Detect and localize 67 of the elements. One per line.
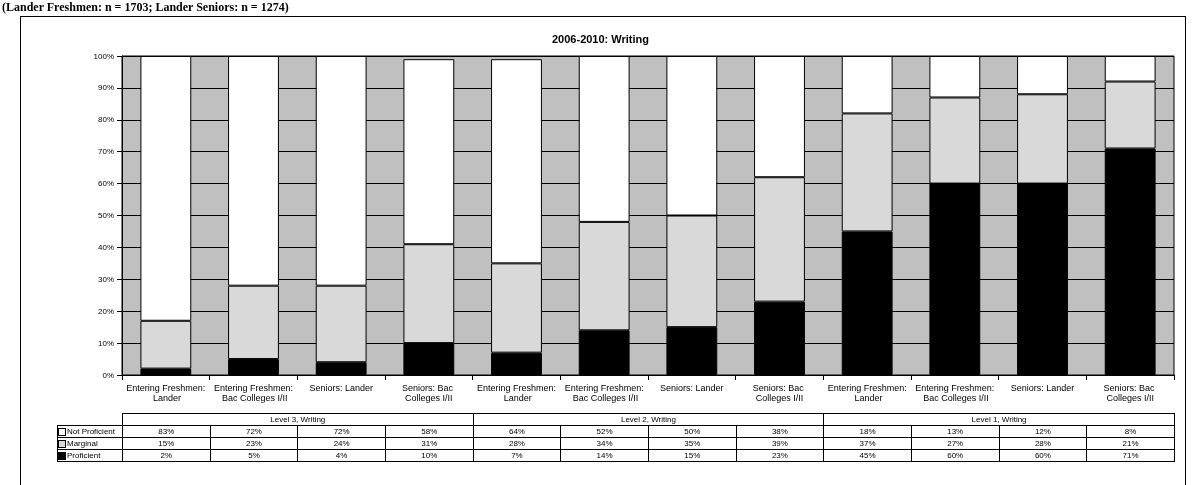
data-label: 58%: [385, 425, 474, 438]
data-label: 72%: [297, 425, 386, 438]
x-tick-label: Entering Freshmen: Lander: [126, 383, 206, 403]
x-tick-label: Seniors: Lander: [660, 383, 724, 393]
x-tick-label: Seniors: Bac Colleges I/II: [402, 383, 456, 403]
data-label: 15%: [122, 437, 211, 450]
data-label: 60%: [911, 449, 1000, 462]
data-label: 13%: [911, 425, 1000, 438]
data-label: 83%: [122, 425, 211, 438]
data-label: 24%: [297, 437, 386, 450]
data-label: 14%: [560, 449, 649, 462]
y-tick-label: 60%: [97, 179, 114, 189]
data-label: 35%: [648, 437, 737, 450]
chart-title: 2006-2010: Writing: [551, 32, 650, 45]
y-tick-label: 0%: [102, 370, 114, 380]
data-label: 72%: [210, 425, 298, 438]
data-label: 4%: [297, 449, 386, 462]
y-tick-label: 30%: [97, 274, 114, 284]
data-label: 50%: [648, 425, 737, 438]
data-label: 71%: [1086, 449, 1175, 462]
legend-label: Proficient: [57, 449, 123, 462]
data-label: 45%: [823, 449, 912, 462]
text: (Lander Freshmen: n = 1703; Lander Seniors: n = 1274): [2, 0, 289, 15]
data-label: 28%: [999, 437, 1087, 450]
x-tick-label: Seniors: Bac Colleges I/II: [752, 383, 807, 403]
y-tick-label: 40%: [97, 242, 114, 252]
text: Level 1, Writing: [823, 413, 1175, 426]
legend-label: Not Proficient: [57, 425, 123, 438]
data-label: 39%: [736, 437, 824, 450]
data-label: 28%: [473, 437, 561, 450]
x-tick-label: Seniors: Bac Colleges I/II: [1103, 383, 1157, 403]
legend-label: Marginal: [57, 437, 123, 450]
data-label: 52%: [560, 425, 649, 438]
x-tick-label: Entering Freshmen: Bac Colleges I/II: [213, 383, 294, 403]
x-tick-label: Entering Freshmen: Bac Colleges I/II: [915, 383, 995, 403]
data-label: 34%: [560, 437, 649, 450]
data-label: 7%: [473, 449, 561, 462]
y-tick-label: 10%: [97, 338, 114, 348]
data-label: 12%: [999, 425, 1087, 438]
x-tick-label: Seniors: Lander: [1010, 383, 1075, 393]
y-tick-label: 90%: [97, 83, 114, 93]
data-label: 60%: [999, 449, 1087, 462]
data-label: 10%: [385, 449, 474, 462]
data-label: 31%: [385, 437, 474, 450]
data-label: 18%: [823, 425, 912, 438]
x-tick-label: Entering Freshmen: Bac Colleges I/II: [564, 383, 644, 403]
data-label: 8%: [1086, 425, 1175, 438]
x-tick-label: Seniors: Lander: [309, 383, 373, 393]
y-tick-label: 100%: [93, 51, 114, 61]
y-tick-label: 80%: [97, 115, 114, 125]
data-label: 23%: [736, 449, 824, 462]
data-label: 21%: [1086, 437, 1175, 450]
data-label: 2%: [122, 449, 211, 462]
text: Level 2, Writing: [473, 413, 824, 426]
y-tick-label: 50%: [97, 211, 114, 220]
data-label: 27%: [911, 437, 1000, 450]
data-label: 38%: [736, 425, 824, 438]
x-tick-label: Entering Freshmen: Lander: [827, 383, 907, 403]
data-label: 64%: [473, 425, 561, 438]
y-tick-label: 70%: [97, 147, 114, 157]
text: Level 3, Writing: [122, 413, 474, 426]
data-label: 15%: [648, 449, 737, 462]
data-label: 5%: [210, 449, 298, 462]
data-label: 23%: [210, 437, 298, 450]
x-tick-label: Entering Freshmen: Lander: [476, 383, 557, 403]
data-label: 37%: [823, 437, 912, 450]
y-tick-label: 20%: [97, 306, 114, 316]
